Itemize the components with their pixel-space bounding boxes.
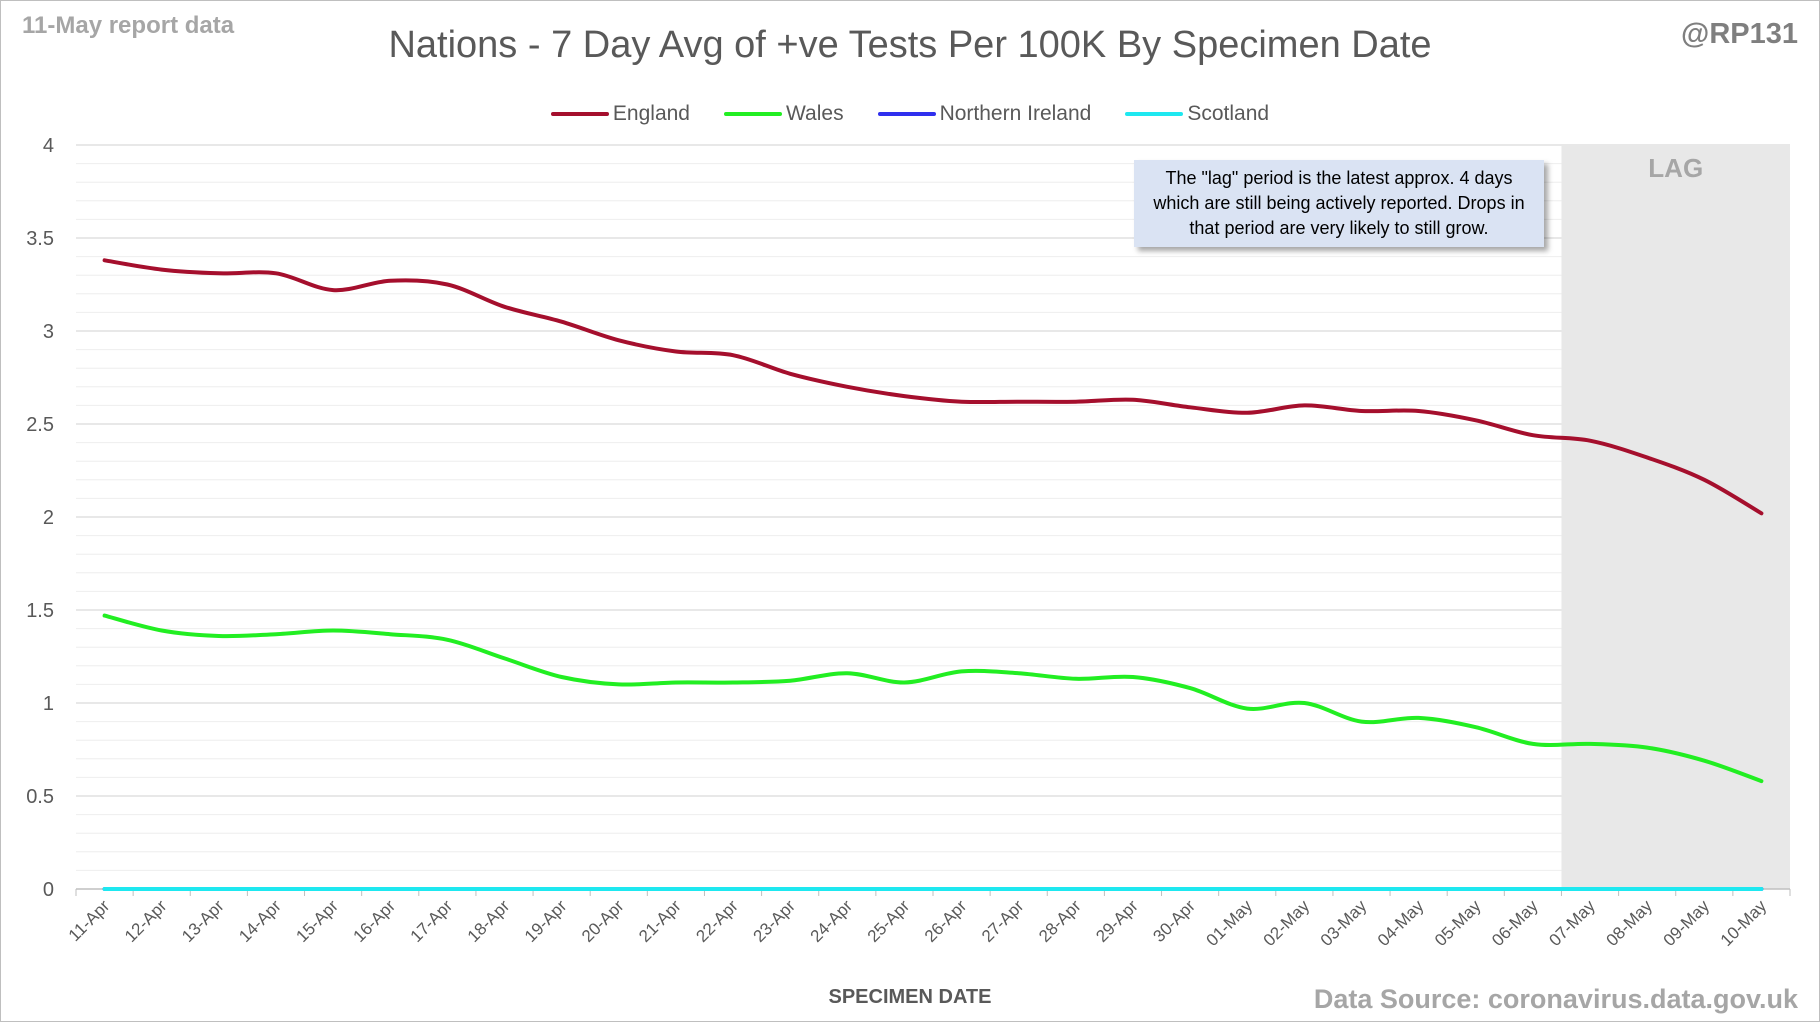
y-tick-label: 0.5 — [26, 786, 54, 808]
chart-title: Nations - 7 Day Avg of +ve Tests Per 100… — [388, 24, 1432, 66]
x-tick-label: 24-Apr — [807, 896, 857, 946]
x-tick-label: 27-Apr — [978, 896, 1028, 946]
x-axis-title: SPECIMEN DATE — [828, 986, 992, 1008]
lag-note: The "lag" period is the latest approx. 4… — [1134, 160, 1544, 247]
x-tick-label: 23-Apr — [749, 896, 799, 946]
lag-region: LAG — [1561, 145, 1790, 889]
legend-swatch-wales — [724, 112, 782, 116]
author-handle: @RP131 — [1681, 18, 1798, 50]
x-tick-label: 15-Apr — [292, 896, 342, 946]
x-tick-label: 11-Apr — [65, 896, 114, 945]
report-date-label: 11-May report data — [22, 12, 235, 39]
y-tick-label: 2.5 — [26, 414, 54, 436]
series-line-wales — [102, 613, 1764, 784]
legend: England Wales Northern Ireland Scotland — [0, 102, 1820, 126]
legend-label-wales: Wales — [786, 102, 844, 125]
x-tick-label: 30-Apr — [1149, 896, 1199, 946]
x-tick-label: 02-May — [1260, 896, 1314, 950]
x-tick-label: 01-May — [1203, 896, 1257, 950]
x-tick-label: 25-Apr — [864, 896, 914, 946]
x-tick-label: 16-Apr — [350, 896, 400, 946]
legend-item-england[interactable]: England — [550, 102, 690, 126]
y-tick-label: 3 — [43, 321, 54, 343]
y-tick-label: 0 — [43, 879, 54, 901]
legend-swatch-scotland — [1125, 112, 1184, 116]
x-tick-label: 19-Apr — [521, 896, 571, 946]
y-tick-label: 1 — [43, 693, 54, 715]
y-tick-label: 1.5 — [26, 600, 54, 622]
x-tick-label: 05-May — [1431, 896, 1485, 950]
legend-item-northern-ireland[interactable]: Northern Ireland — [877, 102, 1092, 126]
x-tick-label: 14-Apr — [235, 896, 285, 946]
x-tick-label: 12-Apr — [121, 896, 171, 946]
legend-item-scotland[interactable]: Scotland — [1125, 102, 1269, 126]
x-tick-label: 07-May — [1545, 896, 1599, 950]
legend-label-scotland: Scotland — [1187, 102, 1270, 125]
x-tick-label: 29-Apr — [1092, 896, 1142, 946]
y-tick-label: 3.5 — [26, 228, 54, 250]
legend-swatch-northern-ireland — [877, 112, 936, 116]
x-tick-label: 09-May — [1660, 896, 1714, 950]
legend-swatch-england — [550, 112, 609, 116]
lag-shade — [1561, 145, 1790, 889]
x-tick-label: 22-Apr — [692, 896, 742, 946]
x-tick-label: 04-May — [1374, 896, 1428, 950]
x-tick-label: 28-Apr — [1035, 896, 1085, 946]
gridlines — [76, 144, 1790, 871]
lag-label: LAG — [1648, 153, 1703, 183]
legend-label-england: England — [612, 102, 690, 125]
x-tick-label: 08-May — [1602, 896, 1656, 950]
x-tick-label: 06-May — [1488, 896, 1542, 950]
x-tick-label: 21-Apr — [635, 896, 685, 946]
x-tick-label: 10-May — [1717, 896, 1771, 950]
legend-label-northern-ireland: Northern Ireland — [939, 102, 1092, 125]
series-line-england — [102, 258, 1764, 516]
y-tick-label: 2 — [43, 507, 54, 529]
data-source: Data Source: coronavirus.data.gov.uk — [1313, 984, 1798, 1014]
series-lines — [102, 258, 1764, 891]
legend-item-wales[interactable]: Wales — [724, 102, 844, 126]
x-tick-label: 18-Apr — [464, 896, 514, 946]
axes: 0 0.5 1 1.5 2 2.5 3 3.5 4 11-Apr 12-Apr 13-Apr 14-Ap… — [26, 135, 1791, 950]
y-tick-label: 4 — [43, 135, 54, 157]
x-tick-label: 03-May — [1317, 896, 1371, 950]
x-tick-label: 26-Apr — [921, 896, 971, 946]
x-tick-label: 17-Apr — [407, 896, 457, 946]
x-tick-label: 13-Apr — [178, 896, 228, 946]
x-tick-label: 20-Apr — [578, 896, 628, 946]
